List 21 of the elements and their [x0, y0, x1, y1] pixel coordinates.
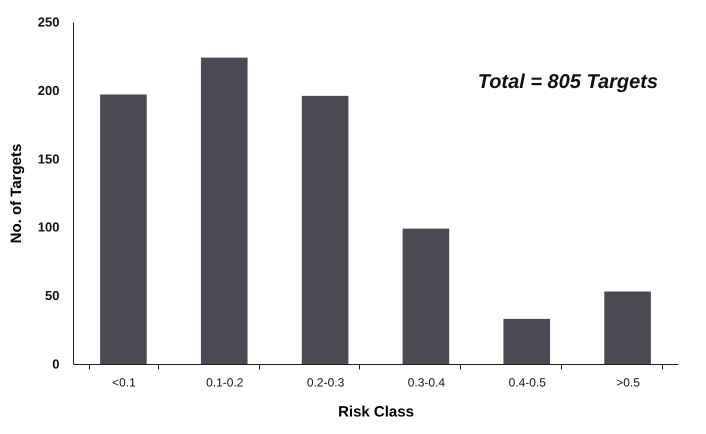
bar	[200, 58, 248, 364]
bar	[503, 318, 550, 364]
y-tick-label: 150	[38, 151, 60, 166]
y-tick-label: 200	[38, 82, 60, 98]
x-tick-label: >0.5	[616, 376, 640, 390]
y-tick-label: 250	[38, 14, 60, 30]
bar	[402, 228, 450, 364]
x-tick-label: 0.3-0.4	[408, 376, 446, 390]
y-tick-label: 50	[45, 288, 60, 304]
y-tick-label: 0	[52, 356, 60, 372]
x-tick-label: <0.1	[112, 376, 136, 390]
x-tick-label: 0.4-0.5	[508, 376, 546, 390]
x-tick-label: 0.2-0.3	[306, 376, 345, 390]
bar	[302, 96, 348, 364]
x-axis-title: Risk Class	[338, 404, 414, 420]
bar	[100, 94, 147, 364]
y-axis-title: No. of Targets	[8, 144, 25, 244]
x-tick-label: 0.1-0.2	[206, 376, 244, 390]
annotation: Total = 805 Targets	[478, 71, 658, 93]
y-tick-label: 100	[38, 220, 60, 235]
bar	[604, 291, 651, 364]
